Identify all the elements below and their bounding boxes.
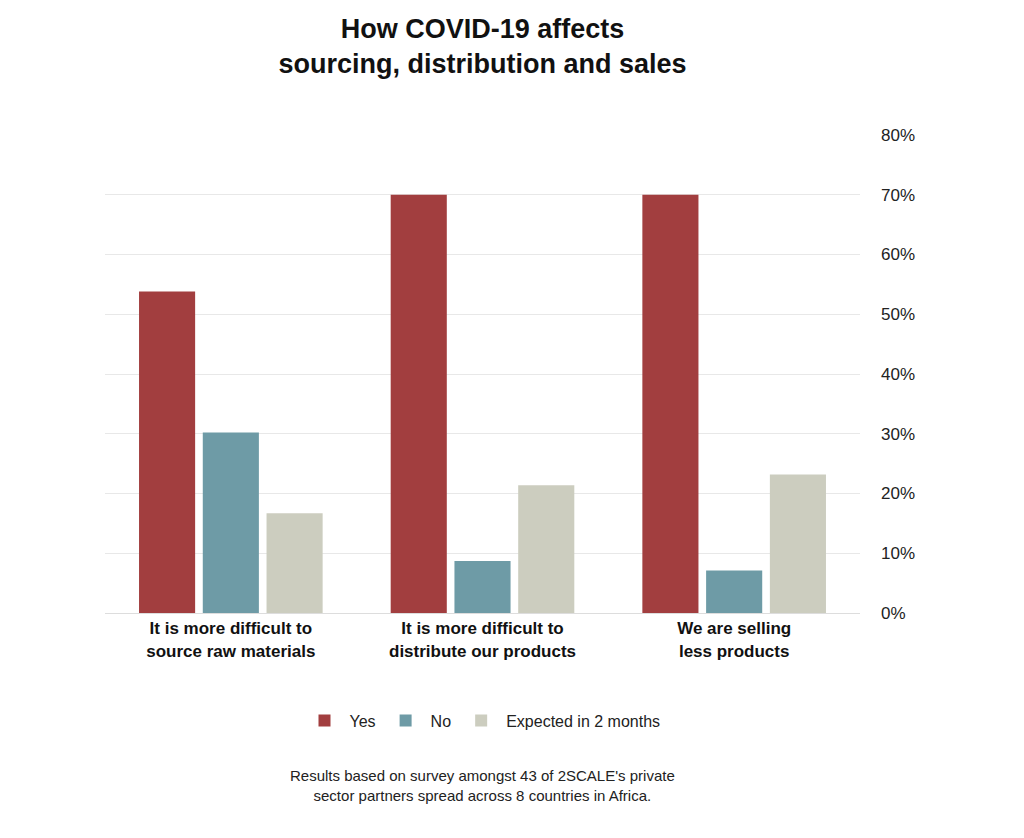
svg-text:0%: 0% [881,604,906,623]
svg-text:Yes: Yes [350,713,376,730]
svg-text:60%: 60% [881,245,915,264]
svg-text:50%: 50% [881,305,915,324]
svg-text:70%: 70% [881,186,915,205]
svg-text:20%: 20% [881,484,915,503]
svg-text:Results based on survey amongs: Results based on survey amongst 43 of 2S… [290,767,675,804]
svg-text:80%: 80% [881,126,915,145]
svg-text:It is more difficult tosource: It is more difficult tosource raw materi… [146,619,315,660]
svg-text:No: No [431,713,452,730]
svg-text:40%: 40% [881,365,915,384]
svg-text:10%: 10% [881,544,915,563]
svg-text:30%: 30% [881,425,915,444]
svg-text:It is more difficult todistrib: It is more difficult todistribute our pr… [389,619,576,660]
svg-text:Expected in 2 months: Expected in 2 months [506,713,660,730]
svg-text:We are sellingless products: We are sellingless products [677,619,791,660]
svg-text:How COVID-19 affectssourcing,: How COVID-19 affectssourcing, distributi… [278,14,686,79]
